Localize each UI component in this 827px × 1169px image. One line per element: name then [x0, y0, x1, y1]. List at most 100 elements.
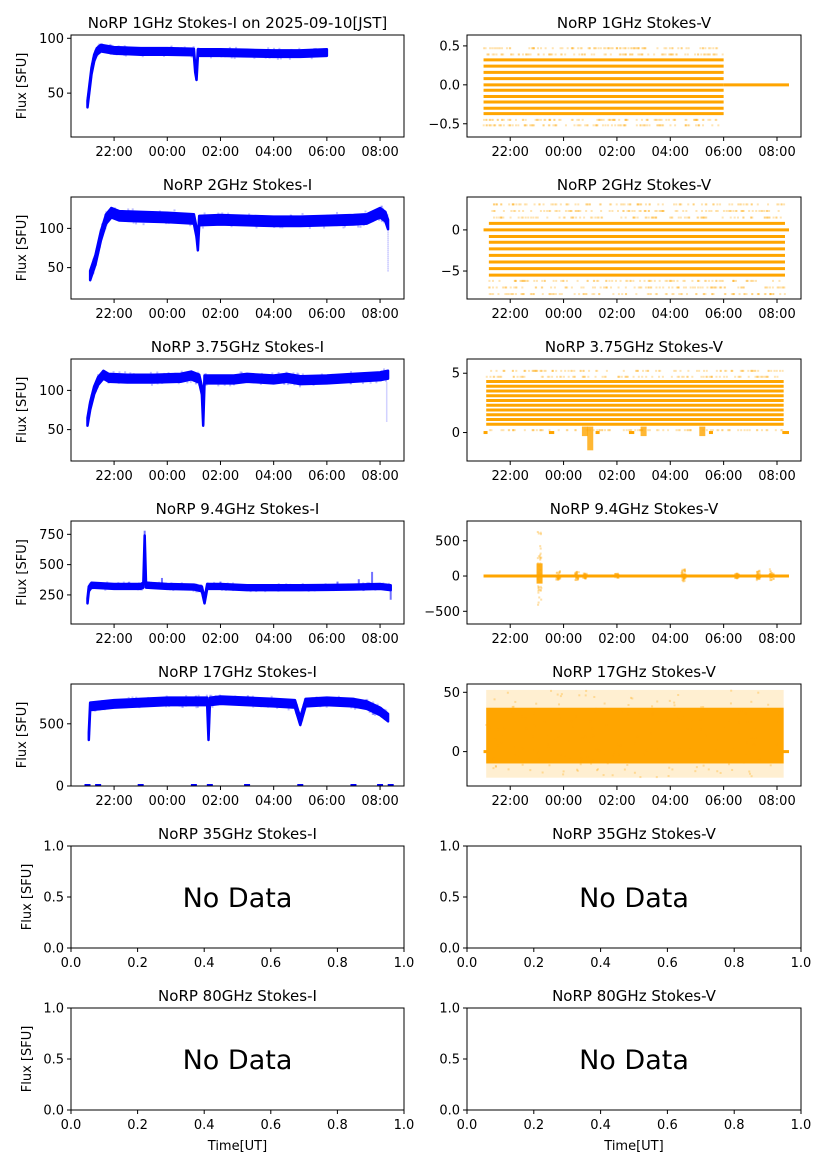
data-point	[141, 587, 144, 590]
data-point	[301, 707, 304, 710]
data-point	[538, 588, 541, 591]
data-point	[696, 369, 699, 372]
data-point	[517, 216, 520, 219]
data-point	[202, 406, 205, 409]
data-point	[198, 386, 201, 389]
data-point	[207, 727, 210, 730]
data-point	[655, 216, 658, 219]
data-point	[648, 124, 651, 127]
data-point	[746, 203, 749, 206]
data-point	[560, 293, 563, 296]
data-point	[751, 216, 754, 219]
data-point	[507, 118, 510, 121]
data-point	[656, 47, 659, 50]
data-point	[523, 369, 526, 372]
data-point	[750, 369, 753, 372]
data-point	[196, 241, 199, 244]
data-point	[564, 286, 567, 289]
data-point	[140, 587, 143, 590]
data-point	[519, 279, 522, 282]
data-point	[492, 757, 495, 760]
data-point	[641, 53, 644, 56]
data-point	[512, 209, 515, 212]
data-point	[683, 576, 686, 579]
data-point	[730, 209, 733, 212]
data-point	[556, 693, 559, 696]
data-point	[686, 727, 689, 730]
data-point	[579, 763, 582, 766]
data-point	[593, 286, 596, 289]
data-point	[539, 533, 542, 536]
data-point	[665, 47, 668, 50]
data-point	[542, 124, 545, 127]
data-point	[537, 591, 540, 594]
data-point	[735, 209, 738, 212]
data-point	[597, 216, 600, 219]
data-point	[152, 376, 155, 379]
data-point	[139, 53, 142, 56]
data-point	[634, 47, 637, 50]
data-point	[675, 53, 678, 56]
data-point	[541, 771, 544, 774]
data-point	[93, 262, 96, 265]
data-point	[621, 203, 624, 206]
data-point	[106, 581, 109, 584]
data-point	[769, 570, 772, 573]
data-point	[671, 53, 674, 56]
data-point	[363, 702, 366, 705]
x-tick-label: 0.0	[457, 956, 478, 971]
data-point	[537, 555, 540, 558]
data-point	[705, 375, 708, 378]
data-point	[646, 118, 649, 121]
data-point	[674, 369, 677, 372]
data-point	[195, 226, 198, 229]
data-point	[673, 203, 676, 206]
data-point	[758, 577, 761, 580]
data-point	[705, 279, 708, 282]
data-point	[101, 370, 104, 373]
data-point	[518, 209, 521, 212]
data-point	[290, 220, 293, 223]
data-point	[90, 398, 93, 401]
data-point	[123, 50, 126, 53]
data-point	[202, 696, 205, 699]
data-point	[734, 576, 737, 579]
data-point	[678, 747, 681, 750]
data-point	[622, 209, 625, 212]
data-point	[639, 429, 642, 432]
data-point	[756, 576, 759, 579]
data-point	[211, 705, 214, 708]
data-point	[297, 720, 300, 723]
data-point	[548, 118, 551, 121]
data-point	[539, 552, 542, 555]
data-point	[584, 124, 587, 127]
data-point	[199, 387, 202, 390]
data-point	[654, 293, 657, 296]
data-point	[147, 581, 150, 584]
data-point	[659, 124, 662, 127]
data-point	[96, 379, 99, 382]
data-point	[608, 47, 611, 50]
data-point	[90, 582, 93, 585]
data-point	[724, 293, 727, 296]
y-axis-label: Flux [SFU]	[20, 864, 35, 931]
data-point	[96, 385, 99, 388]
data-point	[94, 56, 97, 59]
data-point	[572, 216, 575, 219]
data-point	[296, 377, 299, 380]
data-point	[327, 583, 330, 586]
data-point	[616, 575, 619, 578]
data-point	[636, 203, 639, 206]
data-point	[680, 710, 683, 713]
data-point	[302, 706, 305, 709]
y-tick-label: 50	[443, 686, 460, 701]
data-point	[330, 585, 333, 588]
data-point	[686, 216, 689, 219]
data-point	[321, 585, 324, 588]
data-point	[277, 371, 280, 374]
data-point	[655, 776, 658, 779]
data-point	[683, 429, 686, 432]
data-point	[638, 53, 641, 56]
data-point	[134, 699, 137, 702]
